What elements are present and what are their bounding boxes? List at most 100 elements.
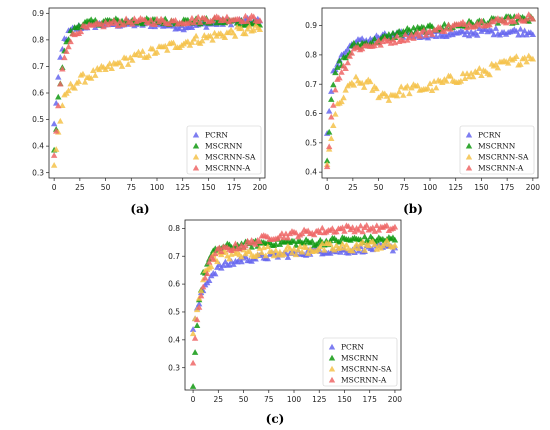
- legend-marker: [192, 131, 200, 138]
- data-point: [272, 247, 280, 254]
- data-point: [59, 102, 66, 109]
- data-point: [96, 66, 103, 73]
- data-point: [191, 349, 199, 355]
- x-tick-label: 50: [239, 395, 249, 404]
- data-point: [511, 18, 518, 25]
- data-point: [296, 243, 304, 249]
- data-point: [208, 263, 215, 270]
- x-tick-label: 150: [337, 395, 352, 404]
- x-tick-label: 0: [52, 183, 57, 192]
- data-point: [209, 17, 216, 24]
- legend-label: MSCRNN-SA: [478, 153, 529, 162]
- data-point: [218, 248, 225, 254]
- series-MSCRNN-A: [323, 11, 537, 170]
- data-point: [385, 97, 393, 103]
- data-point: [238, 258, 245, 265]
- data-point: [447, 25, 454, 32]
- data-point: [323, 157, 331, 164]
- data-point: [474, 69, 481, 75]
- data-point: [461, 31, 469, 38]
- data-point: [351, 244, 358, 250]
- data-point: [443, 77, 450, 84]
- data-point: [349, 247, 356, 254]
- y-tick-label: 0.5: [305, 138, 317, 147]
- data-point: [340, 94, 347, 101]
- data-point: [476, 65, 483, 71]
- data-point: [326, 128, 333, 135]
- data-point: [221, 34, 229, 41]
- data-point: [332, 69, 339, 76]
- data-point: [338, 69, 345, 75]
- data-point: [323, 163, 331, 170]
- data-point: [248, 257, 255, 264]
- data-point: [139, 48, 146, 54]
- data-point: [290, 238, 298, 244]
- data-point: [189, 383, 197, 389]
- data-point: [284, 234, 292, 241]
- data-point: [377, 41, 384, 48]
- panel-label: (c): [266, 412, 285, 426]
- x-tick-label: 200: [526, 183, 541, 192]
- data-point: [145, 19, 152, 26]
- data-point: [344, 46, 351, 52]
- x-tick-label: 125: [449, 183, 464, 192]
- data-point: [334, 64, 341, 70]
- data-point: [125, 61, 132, 67]
- data-point: [342, 65, 349, 72]
- data-point: [230, 261, 237, 267]
- data-point: [264, 243, 271, 250]
- data-point: [206, 258, 213, 265]
- data-point: [329, 225, 336, 232]
- data-point: [50, 162, 58, 168]
- data-point: [486, 21, 493, 28]
- x-tick-label: 150: [201, 183, 216, 192]
- data-point: [250, 13, 257, 20]
- data-point: [513, 28, 520, 34]
- data-point: [348, 49, 356, 56]
- data-point: [147, 16, 155, 23]
- data-point: [149, 45, 157, 52]
- data-point: [59, 65, 66, 72]
- data-point: [212, 250, 219, 257]
- data-point: [359, 228, 366, 235]
- data-point: [189, 330, 197, 337]
- data-point: [192, 32, 200, 39]
- data-point: [298, 230, 306, 237]
- data-point: [248, 243, 255, 250]
- data-point: [195, 303, 203, 310]
- y-tick-label: 0.5: [32, 115, 44, 124]
- data-point: [87, 74, 95, 81]
- y-tick-label: 0.8: [32, 35, 44, 44]
- data-point: [238, 25, 245, 31]
- data-point: [504, 59, 512, 66]
- x-tick-label: 100: [150, 183, 165, 192]
- data-point: [199, 37, 206, 44]
- data-point: [278, 230, 286, 237]
- legend-box: [186, 125, 262, 175]
- data-point: [332, 110, 339, 117]
- data-point: [321, 246, 328, 253]
- data-point: [400, 91, 407, 98]
- data-point: [478, 17, 485, 24]
- y-tick-label: 0.6: [305, 109, 317, 118]
- data-point: [199, 283, 207, 290]
- data-point: [351, 228, 358, 235]
- data-point: [391, 242, 399, 248]
- data-point: [367, 78, 374, 85]
- y-tick-label: 0.6: [168, 280, 180, 289]
- data-point: [375, 37, 382, 44]
- data-point: [242, 12, 249, 19]
- data-point: [55, 73, 62, 80]
- data-point: [226, 255, 233, 262]
- data-point: [53, 127, 60, 134]
- data-point: [90, 67, 97, 73]
- data-point: [357, 222, 364, 229]
- data-point: [422, 31, 430, 38]
- legend-marker: [328, 365, 336, 372]
- data-point: [319, 224, 326, 231]
- data-point: [402, 31, 409, 37]
- data-point: [192, 16, 200, 23]
- data-point: [57, 80, 64, 87]
- x-tick-label: 125: [312, 395, 327, 404]
